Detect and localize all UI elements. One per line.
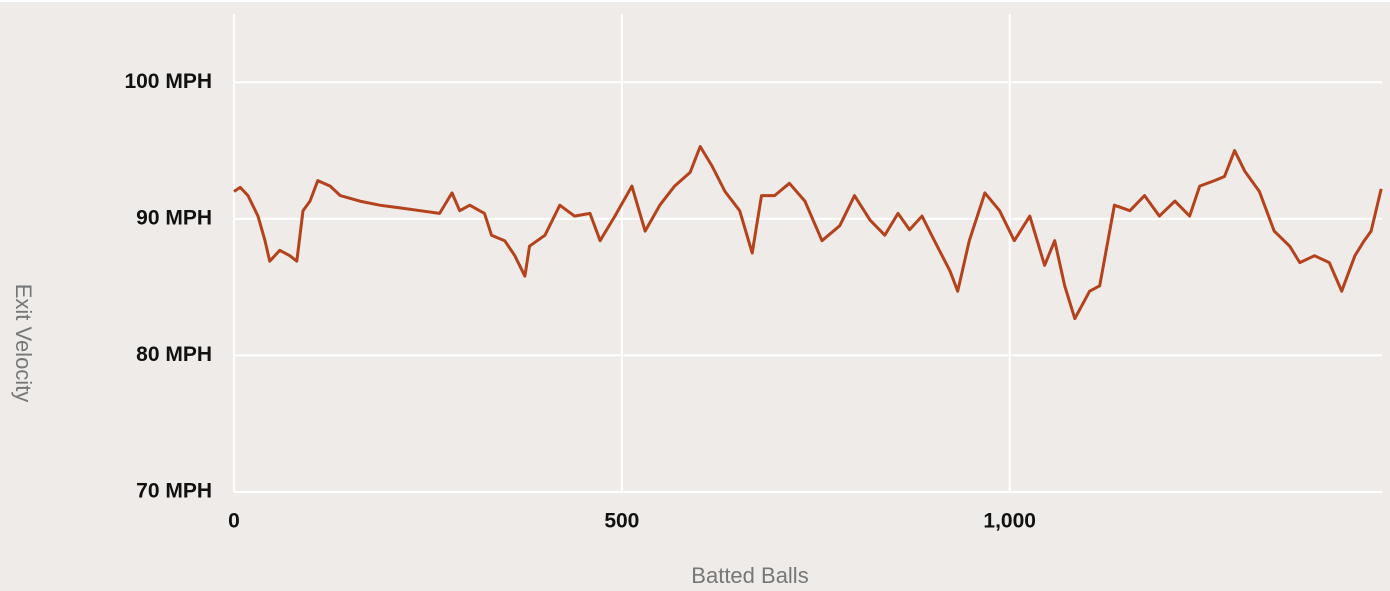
- x-axis-title: Batted Balls: [691, 563, 808, 588]
- data-line: [233, 145, 1383, 321]
- y-axis-title: Exit Velocity: [11, 284, 36, 403]
- y-tick-label: 100 MPH: [124, 70, 212, 93]
- y-tick-label: 80 MPH: [136, 343, 212, 366]
- y-tick-label: 70 MPH: [136, 480, 212, 503]
- x-tick-label: 1,000: [983, 510, 1036, 533]
- x-tick-label: 0: [228, 510, 240, 533]
- y-tick-label: 90 MPH: [136, 206, 212, 229]
- x-tick-label: 500: [604, 510, 639, 533]
